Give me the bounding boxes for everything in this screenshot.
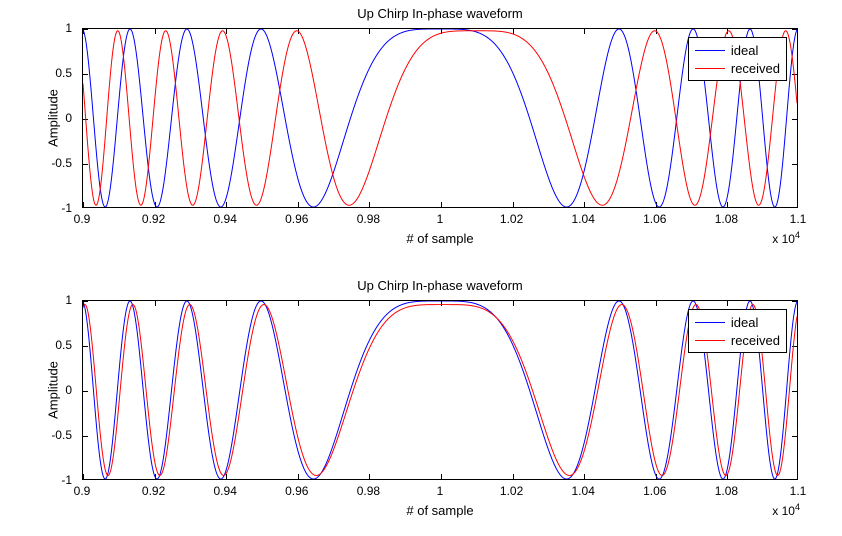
- chart-title: Up Chirp In-phase waveform: [82, 6, 798, 21]
- legend-swatch: [695, 68, 725, 69]
- legend-item: ideal: [695, 41, 780, 59]
- x-tick-label: 0.9: [74, 212, 91, 226]
- y-tick-label: 1: [65, 21, 72, 35]
- x-tick-label: 1.06: [643, 484, 666, 498]
- x-exponent-sup: 4: [795, 502, 800, 512]
- x-axis-exponent: x 104: [772, 230, 800, 246]
- legend-item: received: [695, 59, 780, 77]
- legend-swatch: [695, 322, 725, 323]
- x-tick-label: 1.1: [790, 484, 807, 498]
- x-exponent-sup: 4: [795, 230, 800, 240]
- x-tick-label: 0.96: [285, 212, 308, 226]
- x-tick-label: 1.08: [715, 484, 738, 498]
- legend-swatch: [695, 340, 725, 341]
- y-tick-label: 0.5: [55, 338, 72, 352]
- x-tick-label: 0.98: [357, 212, 380, 226]
- y-axis-label: Amplitude: [45, 89, 60, 147]
- x-exponent-base: x 10: [772, 504, 795, 518]
- x-tick-label: 1: [437, 484, 444, 498]
- x-tick-label: 0.98: [357, 484, 380, 498]
- x-tick-label: 0.96: [285, 484, 308, 498]
- x-axis-label: # of sample: [82, 503, 798, 518]
- chart-title: Up Chirp In-phase waveform: [82, 278, 798, 293]
- x-tick-label: 0.94: [214, 484, 237, 498]
- x-tick-label: 0.94: [214, 212, 237, 226]
- x-tick-label: 1.08: [715, 212, 738, 226]
- x-axis-exponent: x 104: [772, 502, 800, 518]
- y-tick-label: -0.5: [51, 156, 72, 170]
- legend-item: ideal: [695, 313, 780, 331]
- legend-swatch: [695, 50, 725, 51]
- legend: ideal received: [688, 37, 787, 81]
- y-tick-label: 0.5: [55, 66, 72, 80]
- x-tick-label: 1.04: [572, 484, 595, 498]
- subplot-0: Up Chirp In-phase waveformAmplitude# of …: [82, 28, 798, 208]
- legend-label: ideal: [731, 315, 758, 330]
- legend-label: received: [731, 333, 780, 348]
- x-tick-label: 0.92: [142, 212, 165, 226]
- x-tick-label: 0.9: [74, 484, 91, 498]
- legend-label: received: [731, 61, 780, 76]
- x-tick-label: 1: [437, 212, 444, 226]
- x-tick-label: 1.02: [500, 484, 523, 498]
- x-tick-label: 1.06: [643, 212, 666, 226]
- y-axis-label: Amplitude: [45, 361, 60, 419]
- legend: ideal received: [688, 309, 787, 353]
- y-tick-label: 0: [65, 383, 72, 397]
- y-tick-label: -1: [61, 201, 72, 215]
- plot-area: ideal received: [82, 300, 798, 480]
- x-exponent-base: x 10: [772, 232, 795, 246]
- y-tick-label: 1: [65, 293, 72, 307]
- x-tick-label: 1.02: [500, 212, 523, 226]
- x-tick-label: 1.1: [790, 212, 807, 226]
- y-tick-label: -0.5: [51, 428, 72, 442]
- x-tick-label: 1.04: [572, 212, 595, 226]
- y-tick-label: -1: [61, 473, 72, 487]
- y-tick-label: 0: [65, 111, 72, 125]
- x-axis-label: # of sample: [82, 231, 798, 246]
- subplot-1: Up Chirp In-phase waveformAmplitude# of …: [82, 300, 798, 480]
- legend-label: ideal: [731, 43, 758, 58]
- legend-item: received: [695, 331, 780, 349]
- x-tick-label: 0.92: [142, 484, 165, 498]
- plot-area: ideal received: [82, 28, 798, 208]
